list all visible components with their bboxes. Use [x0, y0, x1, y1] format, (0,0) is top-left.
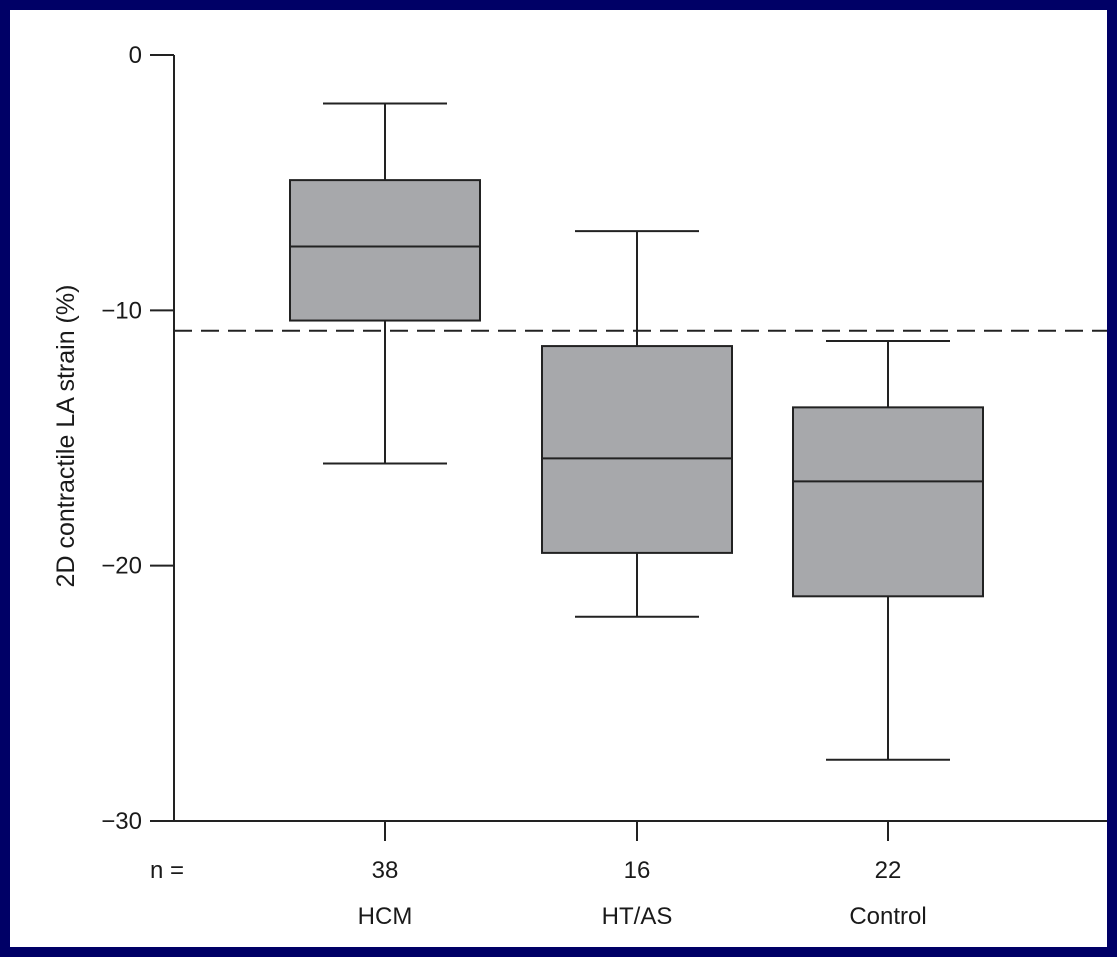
y-tick-label: 0	[129, 42, 142, 69]
n-label: n =	[150, 857, 184, 884]
y-tick-label: −10	[101, 297, 142, 324]
category-label-ht-as: HT/AS	[602, 903, 673, 930]
y-tick-label: −30	[101, 808, 142, 835]
n-count-ht-as: 16	[624, 857, 651, 884]
plot-area: 0 −10 −20 −30 38 HCM 16 HT/AS 22 Control	[101, 42, 1107, 930]
box-control	[792, 406, 984, 598]
box-plot-chart: 2D contractile LA strain (%) n = 0 −10 −20…	[52, 42, 1107, 930]
y-axis-title: 2D contractile LA strain (%)	[52, 285, 80, 588]
box-hcm	[289, 179, 481, 322]
box-ht-as	[541, 345, 733, 554]
category-label-hcm: HCM	[358, 903, 413, 930]
category-label-control: Control	[849, 903, 926, 930]
n-count-control: 22	[875, 857, 902, 884]
chart-frame: 2D contractile LA strain (%) n = 0 −10 −20…	[10, 10, 1107, 947]
n-count-hcm: 38	[372, 857, 399, 884]
y-tick-label: −20	[101, 553, 142, 580]
